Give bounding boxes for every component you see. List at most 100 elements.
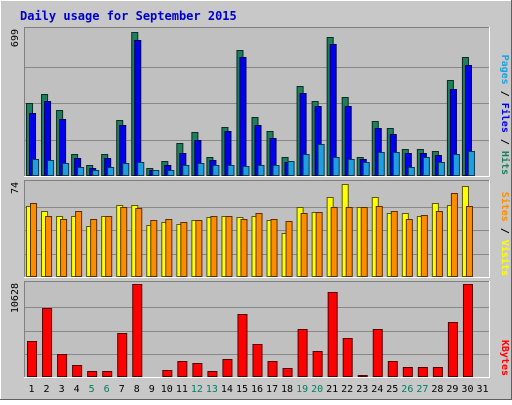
bar-pages-day-20: [317, 144, 325, 176]
bar-pages-day-23: [362, 162, 370, 176]
bar-pages-day-3: [62, 163, 70, 176]
x-tick-label-15: 15: [236, 384, 248, 395]
bar-sites-day-1: [30, 203, 38, 277]
bar-pages-day-6: [107, 167, 115, 176]
bar-kbytes-day-11: [177, 361, 188, 377]
x-tick-label-18: 18: [281, 384, 293, 395]
x-tick-label-22: 22: [341, 384, 353, 395]
x-tick-label-9: 9: [149, 384, 155, 395]
bar-pages-day-14: [227, 165, 235, 176]
bar-kbytes-day-13: [207, 371, 218, 377]
bar-kbytes-day-1: [27, 341, 38, 377]
x-tick-label-27: 27: [416, 384, 428, 395]
bar-sites-day-28: [435, 211, 443, 277]
x-tick-label-5: 5: [89, 384, 95, 395]
bar-pages-day-13: [212, 165, 220, 176]
legend-text: Sites / Visits: [499, 192, 511, 276]
bar-pages-day-27: [422, 157, 430, 176]
bar-kbytes-day-27: [417, 367, 428, 377]
bar-kbytes-day-6: [102, 371, 113, 377]
panel-legend: Pages / Files / Hits: [499, 55, 511, 175]
legend-sites: Sites: [499, 192, 511, 222]
bar-kbytes-day-10: [162, 370, 173, 377]
bar-sites-day-11: [180, 222, 188, 277]
bar-sites-day-6: [105, 216, 113, 277]
bar-pages-day-30: [467, 151, 475, 176]
bar-kbytes-day-15: [237, 314, 248, 377]
bar-pages-day-24: [377, 152, 385, 176]
x-tick-label-7: 7: [119, 384, 125, 395]
bar-kbytes-day-20: [312, 351, 323, 377]
bar-pages-day-16: [257, 165, 265, 176]
bar-sites-day-23: [360, 207, 368, 277]
bar-sites-day-9: [150, 220, 158, 277]
bar-kbytes-day-19: [297, 329, 308, 377]
x-tick-label-29: 29: [446, 384, 458, 395]
legend-kbytes: KBytes: [499, 340, 510, 376]
bar-sites-day-18: [285, 221, 293, 277]
chart-panels: 699 Pages / Files / Hits 74 Sites / Visits 1…: [10, 27, 511, 378]
legend-separator: /: [499, 85, 510, 103]
bar-pages-day-11: [182, 165, 190, 176]
bar-pages-day-26: [407, 167, 415, 176]
x-tick-label-21: 21: [326, 384, 338, 395]
bar-kbytes-day-3: [57, 354, 68, 377]
x-tick-label-24: 24: [371, 384, 383, 395]
bar-sites-day-7: [120, 207, 128, 277]
bar-kbytes-day-4: [72, 365, 83, 377]
panel-max-label: 699: [10, 29, 21, 47]
legend-pages: Pages: [499, 55, 510, 85]
x-tick-label-13: 13: [206, 384, 218, 395]
bar-sites-day-25: [390, 211, 398, 277]
x-tick-label-26: 26: [401, 384, 413, 395]
bar-kbytes-day-25: [387, 361, 398, 377]
legend-separator: /: [499, 133, 510, 151]
bar-kbytes-day-2: [42, 308, 53, 377]
bar-sites-day-29: [450, 193, 458, 277]
bar-pages-day-18: [287, 161, 295, 176]
bar-kbytes-day-17: [267, 361, 278, 377]
panel-pages-files-hits: 699 Pages / Files / Hits: [10, 27, 511, 177]
bar-sites-day-12: [195, 220, 203, 277]
x-tick-label-12: 12: [191, 384, 203, 395]
bar-kbytes-day-12: [192, 363, 203, 377]
legend-text: KBytes: [499, 340, 510, 376]
bar-kbytes-day-29: [447, 322, 458, 377]
x-tick-label-30: 30: [461, 384, 473, 395]
x-tick-label-28: 28: [431, 384, 443, 395]
legend-text: Pages / Files / Hits: [499, 55, 511, 175]
bar-kbytes-day-21: [327, 292, 338, 377]
bar-sites-day-26: [405, 219, 413, 277]
bar-pages-day-1: [32, 159, 40, 176]
panel-legend: KBytes: [499, 340, 510, 376]
bar-kbytes-day-5: [87, 371, 98, 377]
bar-pages-day-2: [47, 160, 55, 176]
panel-max-label: 74: [10, 182, 21, 194]
bar-sites-day-30: [465, 206, 473, 277]
bar-sites-day-16: [255, 213, 263, 277]
bar-pages-day-17: [272, 165, 280, 176]
bar-pages-day-4: [77, 167, 85, 176]
bar-sites-day-19: [300, 213, 308, 277]
bar-pages-day-5: [92, 170, 100, 176]
x-tick-label-11: 11: [176, 384, 188, 395]
legend-hits: Hits: [499, 151, 511, 175]
x-tick-label-14: 14: [221, 384, 233, 395]
bar-pages-day-9: [152, 170, 160, 176]
bar-sites-day-24: [375, 206, 383, 277]
legend-visits: Visits: [499, 240, 511, 276]
bar-pages-day-21: [332, 157, 340, 176]
bar-pages-day-22: [347, 159, 355, 176]
x-axis-labels: 1 2 3 4 5 6 7 8 9 10 11 12 13 14 15 16 17 18 19 20 21 22 23 24 2…: [29, 384, 489, 395]
x-tick-label-1: 1: [29, 384, 35, 395]
x-tick-label-6: 6: [104, 384, 110, 395]
legend-files: Files: [499, 103, 511, 133]
x-tick-label-31: 31: [476, 384, 488, 395]
x-tick-label-2: 2: [44, 384, 50, 395]
bar-sites-day-21: [330, 207, 338, 277]
bar-pages-day-29: [452, 154, 460, 176]
bar-kbytes-day-24: [372, 329, 383, 377]
bar-sites-day-20: [315, 212, 323, 277]
bar-kbytes-day-8: [132, 284, 143, 377]
chart-title: Daily usage for September 2015: [20, 9, 237, 23]
